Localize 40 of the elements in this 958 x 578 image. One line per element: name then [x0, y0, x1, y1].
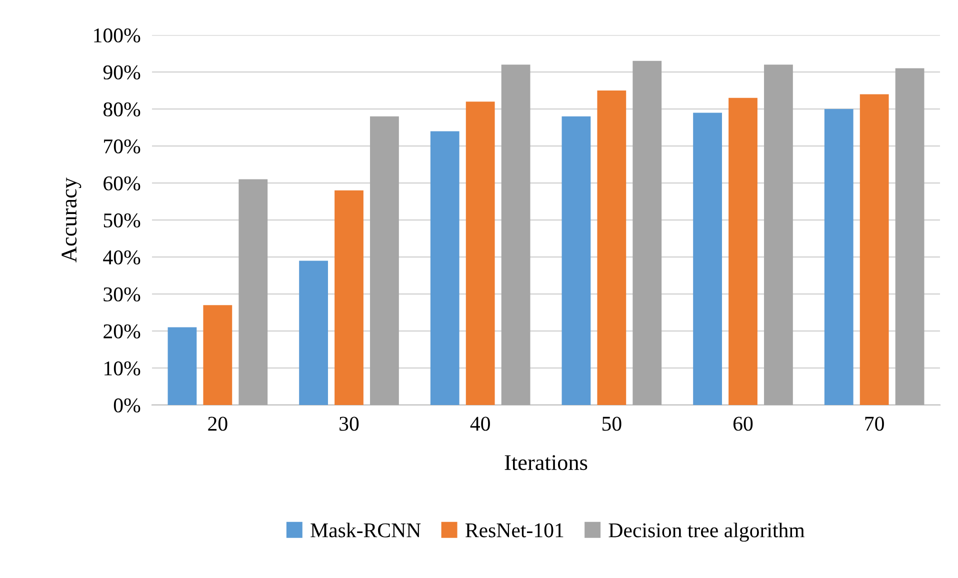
- x-tick-label: 30: [340, 416, 359, 431]
- y-tick-label: 0%: [114, 398, 140, 412]
- legend-label: Decision tree algorithm: [608, 522, 805, 542]
- y-tick-label: 80%: [103, 102, 140, 116]
- bar: [860, 94, 889, 405]
- bar: [895, 68, 924, 405]
- bar: [562, 116, 591, 405]
- bar: [370, 116, 399, 405]
- y-tick-label: 20%: [104, 324, 140, 338]
- bar: [168, 327, 197, 405]
- y-tick-label: 70%: [104, 139, 140, 154]
- y-tick-label: 90%: [103, 65, 140, 80]
- y-tick-label: 50%: [104, 213, 140, 228]
- x-tick-label: 50: [602, 416, 622, 431]
- bar: [728, 98, 758, 405]
- bar: [466, 102, 495, 405]
- y-tick-label: 100%: [94, 28, 140, 42]
- bar: [632, 60, 662, 405]
- bar: [501, 64, 530, 405]
- bar: [430, 131, 460, 405]
- bar: [824, 109, 854, 405]
- x-tick-label: 40: [470, 416, 490, 431]
- x-tick-label: 20: [208, 416, 228, 431]
- bar: [299, 260, 328, 405]
- y-tick-label: 60%: [104, 176, 140, 190]
- y-axis-title: Accuracy: [62, 178, 82, 262]
- x-tick-label: 70: [865, 416, 884, 431]
- x-axis-title: Iterations: [504, 455, 588, 470]
- legend-label: Mask-RCNN: [310, 522, 421, 538]
- bar: [203, 305, 232, 405]
- bar: [238, 179, 268, 405]
- legend-label: ResNet-101: [466, 523, 564, 538]
- x-tick-label: 60: [733, 416, 753, 431]
- bar: [693, 112, 722, 405]
- bar: [764, 64, 793, 405]
- y-tick-label: 10%: [104, 361, 140, 376]
- y-tick-label: 30%: [104, 287, 140, 302]
- y-tick-label: 40%: [103, 250, 140, 264]
- bar: [597, 90, 626, 405]
- bar: [334, 190, 364, 405]
